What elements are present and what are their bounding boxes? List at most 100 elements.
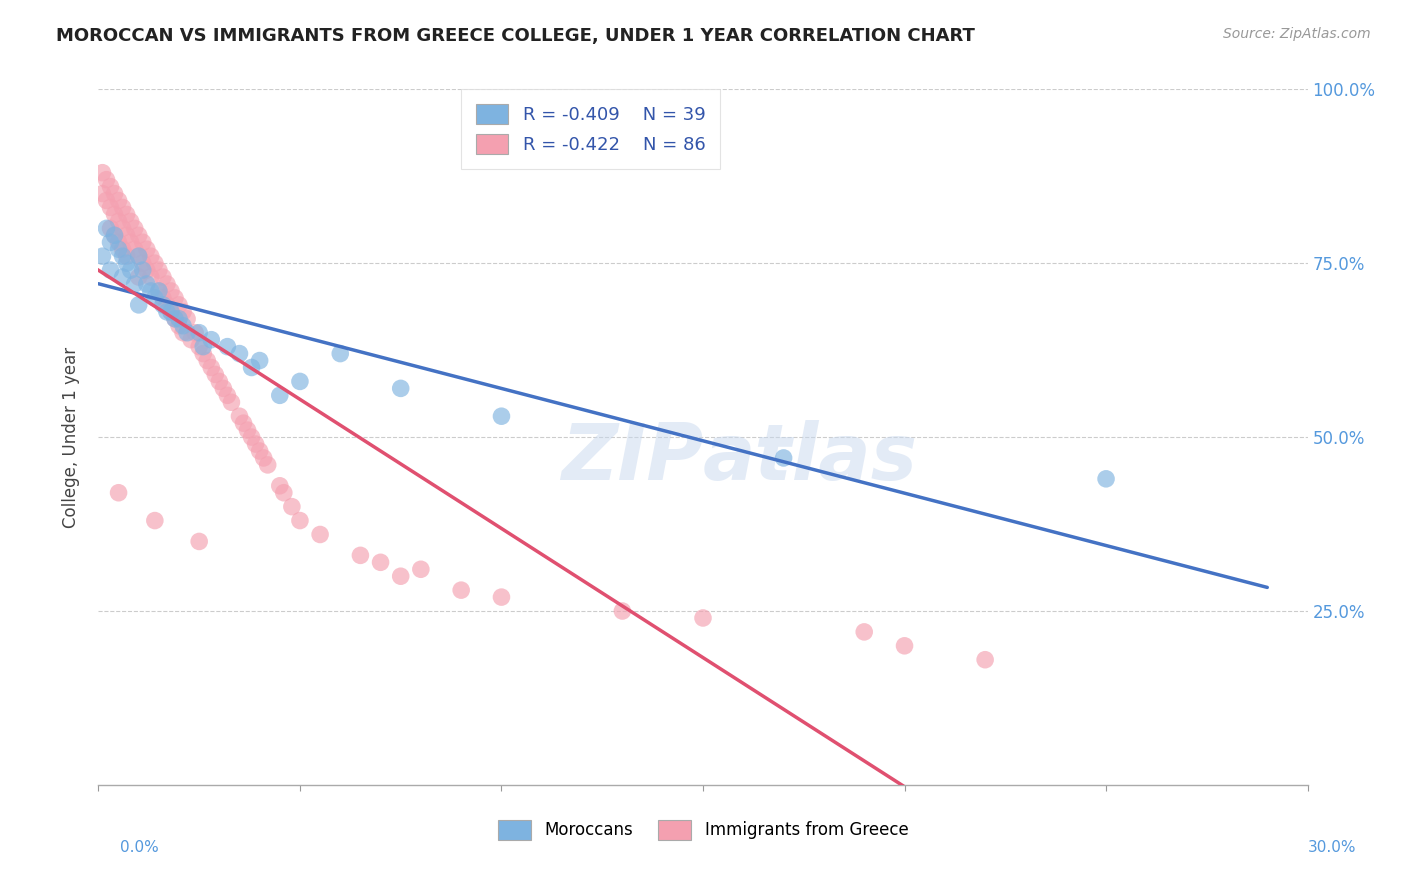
Point: [111, 270, 134, 285]
Point: [193, 346, 215, 360]
Point: [160, 305, 183, 319]
Point: [120, 263, 142, 277]
Point: [172, 318, 194, 333]
Point: [450, 583, 472, 598]
Point: [132, 235, 155, 250]
Point: [135, 242, 157, 256]
Point: [772, 450, 794, 465]
Point: [389, 569, 412, 583]
Point: [370, 555, 392, 569]
Point: [167, 298, 190, 312]
Point: [172, 305, 194, 319]
Point: [128, 228, 150, 243]
Point: [269, 388, 291, 402]
Point: [120, 235, 142, 250]
Point: [236, 423, 259, 437]
Point: [1095, 472, 1118, 486]
Point: [212, 381, 235, 395]
Point: [100, 235, 122, 250]
Point: [124, 277, 146, 291]
Point: [132, 256, 155, 270]
Point: [273, 485, 295, 500]
Point: [143, 256, 166, 270]
Point: [249, 353, 271, 368]
Point: [124, 242, 146, 256]
Point: [163, 291, 186, 305]
Point: [152, 270, 174, 285]
Point: [160, 305, 183, 319]
Point: [100, 221, 122, 235]
Text: ZIP: ZIP: [561, 420, 703, 496]
Text: MOROCCAN VS IMMIGRANTS FROM GREECE COLLEGE, UNDER 1 YEAR CORRELATION CHART: MOROCCAN VS IMMIGRANTS FROM GREECE COLLE…: [56, 27, 976, 45]
Point: [156, 277, 179, 291]
Text: atlas: atlas: [703, 420, 918, 496]
Point: [148, 284, 170, 298]
Point: [139, 270, 162, 285]
Text: 30.0%: 30.0%: [1309, 840, 1357, 855]
Point: [135, 277, 157, 291]
Point: [692, 611, 714, 625]
Point: [228, 346, 250, 360]
Point: [107, 235, 129, 250]
Point: [491, 590, 513, 604]
Point: [107, 485, 129, 500]
Point: [217, 388, 239, 402]
Point: [135, 263, 157, 277]
Legend: Moroccans, Immigrants from Greece: Moroccans, Immigrants from Greece: [491, 814, 915, 847]
Point: [974, 653, 997, 667]
Point: [853, 624, 876, 639]
Point: [128, 249, 150, 263]
Point: [160, 284, 183, 298]
Point: [612, 604, 634, 618]
Point: [115, 207, 138, 221]
Point: [200, 333, 222, 347]
Point: [152, 298, 174, 312]
Point: [288, 375, 311, 389]
Point: [256, 458, 278, 472]
Point: [115, 228, 138, 243]
Point: [100, 201, 122, 215]
Point: [91, 186, 114, 201]
Point: [103, 207, 125, 221]
Point: [249, 444, 271, 458]
Point: [139, 249, 162, 263]
Point: [107, 242, 129, 256]
Point: [111, 201, 134, 215]
Point: [240, 360, 263, 375]
Point: [163, 311, 186, 326]
Point: [148, 263, 170, 277]
Point: [132, 263, 155, 277]
Point: [115, 249, 138, 263]
Point: [100, 179, 122, 194]
Point: [128, 298, 150, 312]
Point: [309, 527, 332, 541]
Text: Source: ZipAtlas.com: Source: ZipAtlas.com: [1223, 27, 1371, 41]
Point: [143, 514, 166, 528]
Point: [221, 395, 243, 409]
Point: [128, 249, 150, 263]
Point: [111, 242, 134, 256]
Y-axis label: College, Under 1 year: College, Under 1 year: [62, 346, 80, 528]
Point: [107, 194, 129, 208]
Point: [349, 549, 371, 563]
Point: [143, 291, 166, 305]
Point: [281, 500, 304, 514]
Point: [389, 381, 412, 395]
Point: [152, 291, 174, 305]
Point: [188, 326, 211, 340]
Point: [139, 284, 162, 298]
Point: [156, 305, 179, 319]
Point: [329, 346, 352, 360]
Point: [91, 166, 114, 180]
Point: [188, 340, 211, 354]
Point: [120, 214, 142, 228]
Point: [96, 194, 118, 208]
Point: [269, 479, 291, 493]
Point: [124, 221, 146, 235]
Point: [167, 311, 190, 326]
Point: [163, 311, 186, 326]
Point: [148, 284, 170, 298]
Point: [128, 270, 150, 285]
Point: [172, 326, 194, 340]
Point: [208, 375, 231, 389]
